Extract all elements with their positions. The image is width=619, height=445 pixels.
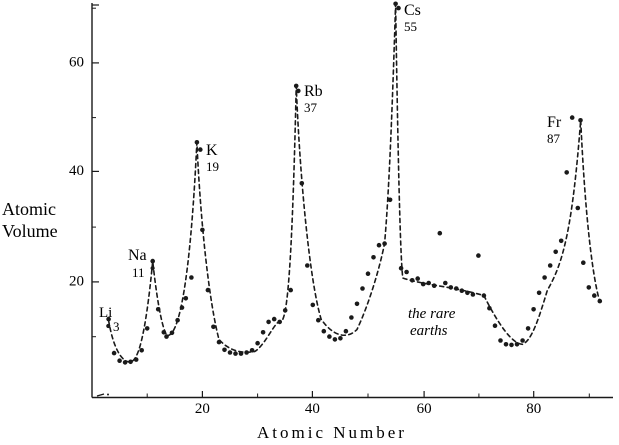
svg-text:Atomic: Atomic bbox=[2, 199, 56, 219]
svg-text:40: 40 bbox=[305, 401, 320, 417]
svg-text:Atomic Number: Atomic Number bbox=[257, 423, 407, 442]
svg-text:Rb: Rb bbox=[304, 83, 323, 100]
svg-text:20: 20 bbox=[195, 401, 210, 417]
svg-text:60: 60 bbox=[69, 55, 84, 71]
svg-text:Fr: Fr bbox=[547, 114, 562, 131]
svg-text:Cs: Cs bbox=[404, 2, 421, 19]
svg-text:87: 87 bbox=[547, 131, 561, 146]
svg-text:40: 40 bbox=[69, 163, 84, 179]
svg-text:55: 55 bbox=[404, 19, 417, 34]
svg-text:3: 3 bbox=[113, 319, 120, 334]
svg-text:37: 37 bbox=[304, 100, 318, 115]
svg-text:60: 60 bbox=[417, 401, 432, 417]
svg-text:Volume: Volume bbox=[2, 221, 58, 241]
svg-text:20: 20 bbox=[69, 274, 84, 290]
svg-text:Li: Li bbox=[99, 305, 112, 321]
svg-text:11: 11 bbox=[132, 265, 145, 280]
svg-text:K: K bbox=[206, 142, 218, 159]
svg-text:19: 19 bbox=[206, 159, 219, 174]
svg-text:Na: Na bbox=[128, 247, 147, 264]
svg-text:the rare: the rare bbox=[408, 306, 456, 322]
svg-text:80: 80 bbox=[526, 401, 541, 417]
svg-text:earths: earths bbox=[410, 323, 448, 339]
